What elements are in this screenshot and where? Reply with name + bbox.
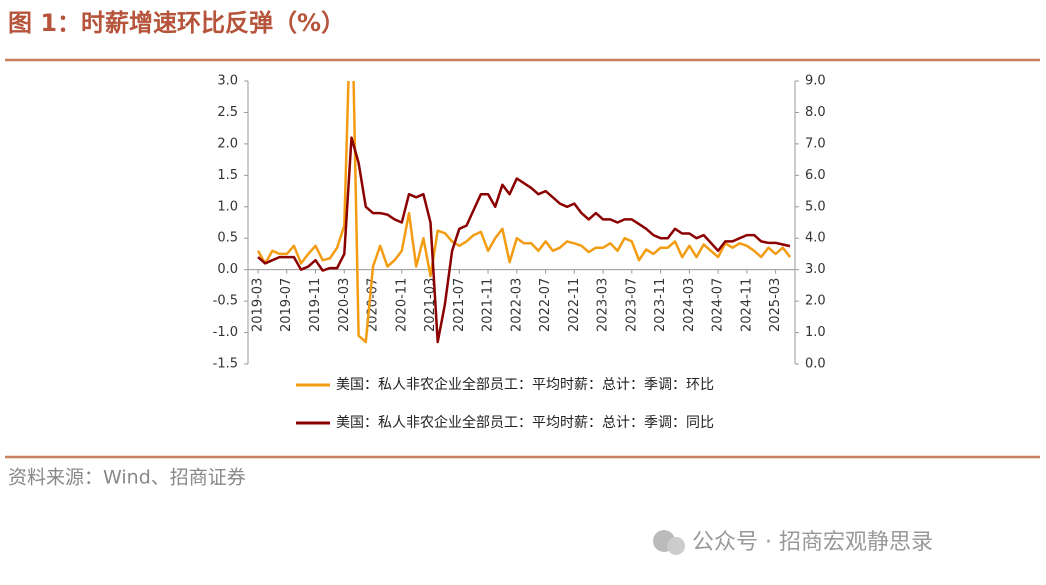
source: 资料来源：Wind、招商证券 bbox=[8, 467, 246, 489]
x-tick-label: 2022-07 bbox=[538, 278, 553, 332]
x-tick-label: 2020-11 bbox=[394, 278, 409, 332]
legend-label: 美国：私人非农企业全部员工：平均时薪：总计：季调：环比 bbox=[336, 376, 714, 393]
y-tick-label: 2.0 bbox=[217, 136, 238, 151]
x-tick-label: 2025-03 bbox=[768, 278, 783, 332]
y2-tick-label: 3.0 bbox=[805, 262, 826, 277]
legend-label: 美国：私人非农企业全部员工：平均时薪：总计：季调：同比 bbox=[336, 414, 714, 431]
x-tick-label: 2019-03 bbox=[251, 278, 266, 332]
x-tick-label: 2024-03 bbox=[682, 278, 697, 332]
x-tick-label: 2022-11 bbox=[567, 278, 582, 332]
y2-tick-label: 1.0 bbox=[805, 325, 826, 340]
series-line bbox=[257, 136, 791, 344]
y2-tick-label: 5.0 bbox=[805, 199, 826, 214]
y2-tick-label: 0.0 bbox=[805, 357, 826, 372]
y-tick-label: -1.0 bbox=[213, 325, 238, 340]
y-tick-label: 2.5 bbox=[217, 105, 238, 120]
plot: -1.5 -1.0 -0.5 0.0 0.5 1.0 1.5 2.0 2.5 3.0 0.0 1.0 2… bbox=[213, 74, 826, 432]
watermark: 公众号 · 招商宏观静思录 bbox=[692, 530, 933, 555]
x-tick-label: 2024-07 bbox=[711, 278, 726, 332]
y2-tick-label: 2.0 bbox=[805, 294, 826, 309]
y-tick-label: 0.5 bbox=[217, 231, 238, 246]
y-tick-label: 3.0 bbox=[217, 74, 238, 89]
y2-tick-label: 4.0 bbox=[805, 231, 826, 246]
x-tick-label: 2024-11 bbox=[739, 278, 754, 332]
x-tick-label: 2023-03 bbox=[596, 278, 611, 332]
x-tick-label: 2020-03 bbox=[337, 278, 352, 332]
series-line bbox=[256, 81, 791, 344]
title: 图 1：时薪增速环比反弹（%） bbox=[8, 9, 345, 37]
y2-tick-label: 6.0 bbox=[805, 168, 826, 183]
y2-tick-label: 8.0 bbox=[805, 105, 826, 120]
x-tick-label: 2021-07 bbox=[452, 278, 467, 332]
x-tick-label: 2019-07 bbox=[279, 278, 294, 332]
y-tick-label: -0.5 bbox=[213, 294, 238, 309]
y2-tick-label: 9.0 bbox=[805, 74, 826, 89]
y-tick-label: 1.0 bbox=[217, 199, 238, 214]
x-tick-label: 2023-07 bbox=[624, 278, 639, 332]
wm-icon bbox=[667, 537, 685, 555]
x-tick-label: 2022-03 bbox=[509, 278, 524, 332]
x-tick-label: 2021-11 bbox=[481, 278, 496, 332]
x-tick-label: 2019-11 bbox=[308, 278, 323, 332]
y2-tick-label: 7.0 bbox=[805, 136, 826, 151]
y-tick-label: 1.5 bbox=[217, 168, 238, 183]
y-tick-label: -1.5 bbox=[213, 357, 238, 372]
y-tick-label: 0.0 bbox=[217, 262, 238, 277]
x-tick-label: 2023-11 bbox=[653, 278, 668, 332]
